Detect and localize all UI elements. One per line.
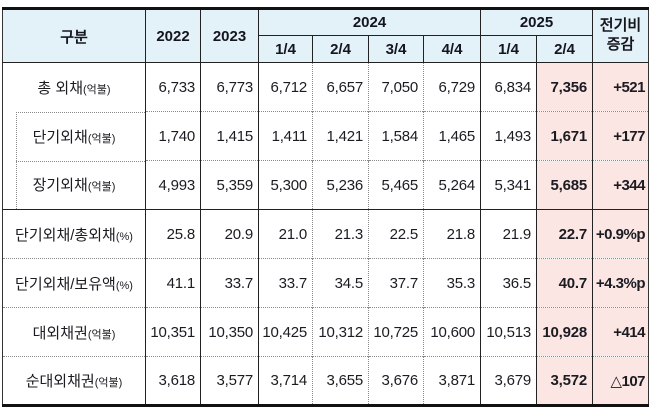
value-cell: 5,300 — [258, 160, 313, 210]
col-header-2025: 2025 — [480, 8, 593, 36]
value-cell: 10,725 — [368, 307, 424, 357]
value-cell: 3,676 — [368, 356, 424, 406]
col-header-2025-q2: 2/4 — [536, 35, 593, 63]
value-cell: 34.5 — [312, 258, 369, 308]
value-cell: 1,493 — [480, 111, 537, 161]
value-cell-latest: 7,356 — [536, 62, 593, 112]
value-cell: 5,264 — [423, 160, 481, 210]
header-row-2: 1/4 2/4 3/4 4/4 1/4 2/4 — [3, 35, 649, 63]
change-cell: +4.3%p — [592, 258, 649, 308]
table-row-short-term-debt: 단기외채(억불) 1,740 1,415 1,411 1,421 1,584 1… — [3, 111, 649, 161]
value-cell: 5,465 — [368, 160, 424, 210]
value-cell: 6,729 — [423, 62, 481, 112]
col-header-2022: 2022 — [145, 8, 201, 63]
value-cell: 21.0 — [258, 209, 313, 259]
value-cell: 41.1 — [145, 258, 201, 308]
table-row-net-external-credits: 순대외채권(억불) 3,618 3,577 3,714 3,655 3,676 … — [2, 356, 649, 406]
row-label-indented: 장기외채(억불) — [3, 160, 146, 210]
value-cell: 1,584 — [368, 111, 424, 161]
value-cell: 6,773 — [200, 62, 259, 112]
row-label: 순대외채권(억불) — [2, 356, 146, 406]
table-row-short-term-to-reserves-ratio: 단기외채/보유액(%) 41.1 33.7 33.7 34.5 37.7 35.… — [2, 258, 649, 308]
row-label: 단기외채/총외채(%) — [2, 209, 146, 259]
value-cell-latest: 22.7 — [536, 209, 593, 259]
value-cell-latest: 3,572 — [536, 356, 593, 406]
table-row-long-term-debt: 장기외채(억불) 4,993 5,359 5,300 5,236 5,465 5… — [3, 160, 649, 210]
value-cell: 10,350 — [200, 307, 259, 357]
value-cell: 3,871 — [423, 356, 481, 406]
table-row-total-external-debt: 총 외채(억불) 6,733 6,773 6,712 6,657 7,050 6… — [2, 62, 649, 112]
value-cell: 35.3 — [423, 258, 481, 308]
value-cell: 10,600 — [423, 307, 481, 357]
value-cell: 1,415 — [200, 111, 259, 161]
value-cell: 10,312 — [312, 307, 369, 357]
value-cell: 3,655 — [312, 356, 369, 406]
value-cell: 22.5 — [368, 209, 424, 259]
change-header-label: 전기비 증감 — [599, 17, 642, 53]
table-body: 총 외채(억불) 6,733 6,773 6,712 6,657 7,050 6… — [2, 62, 649, 406]
value-cell-latest: 1,671 — [536, 111, 593, 161]
value-cell: 33.7 — [200, 258, 259, 308]
change-cell: △107 — [592, 356, 649, 406]
change-cell: +0.9%p — [592, 209, 649, 259]
col-header-2024: 2024 — [258, 8, 481, 36]
value-cell: 21.3 — [312, 209, 369, 259]
col-header-2024-q2: 2/4 — [312, 35, 369, 63]
value-cell: 21.8 — [423, 209, 481, 259]
value-cell: 21.9 — [480, 209, 537, 259]
value-cell: 25.8 — [145, 209, 201, 259]
value-cell: 1,421 — [312, 111, 369, 161]
value-cell: 3,679 — [480, 356, 537, 406]
change-cell: +177 — [592, 111, 649, 161]
value-cell: 10,513 — [480, 307, 537, 357]
value-cell: 5,341 — [480, 160, 537, 210]
value-cell: 5,236 — [312, 160, 369, 210]
value-cell: 10,425 — [258, 307, 313, 357]
col-header-2025-q1: 1/4 — [480, 35, 537, 63]
value-cell: 6,834 — [480, 62, 537, 112]
table-row-short-term-to-total-ratio: 단기외채/총외채(%) 25.8 20.9 21.0 21.3 22.5 21.… — [2, 209, 649, 259]
change-cell: +344 — [592, 160, 649, 210]
value-cell: 10,351 — [145, 307, 201, 357]
table-row-external-credits: 대외채권(억불) 10,351 10,350 10,425 10,312 10,… — [2, 307, 649, 357]
value-cell: 20.9 — [200, 209, 259, 259]
value-cell-latest: 40.7 — [536, 258, 593, 308]
value-cell: 1,740 — [145, 111, 201, 161]
value-cell: 3,714 — [258, 356, 313, 406]
value-cell: 5,359 — [200, 160, 259, 210]
value-cell: 7,050 — [368, 62, 424, 112]
value-cell-latest: 10,928 — [536, 307, 593, 357]
row-label: 대외채권(억불) — [2, 307, 146, 357]
col-header-category: 구분 — [2, 8, 146, 63]
value-cell: 1,465 — [423, 111, 481, 161]
col-header-2024-q1: 1/4 — [258, 35, 313, 63]
table-header: 구분 2022 2023 2024 2025 전기비 증감 1/4 2/4 3/… — [2, 8, 649, 63]
header-row-1: 구분 2022 2023 2024 2025 전기비 증감 — [2, 8, 649, 63]
external-debt-table-wrap: 구분 2022 2023 2024 2025 전기비 증감 1/4 2/4 3/… — [2, 7, 649, 407]
row-label: 단기외채/보유액(%) — [2, 258, 146, 308]
col-header-change: 전기비 증감 — [592, 8, 649, 63]
value-cell: 4,993 — [145, 160, 201, 210]
value-cell: 6,712 — [258, 62, 313, 112]
col-header-2023: 2023 — [200, 8, 259, 63]
col-header-2024-q4: 4/4 — [423, 35, 481, 63]
external-debt-statistics-table: 구분 2022 2023 2024 2025 전기비 증감 1/4 2/4 3/… — [2, 7, 649, 407]
value-cell: 6,733 — [145, 62, 201, 112]
value-cell: 1,411 — [258, 111, 313, 161]
row-label-indented: 단기외채(억불) — [3, 111, 146, 161]
value-cell: 37.7 — [368, 258, 424, 308]
value-cell: 36.5 — [480, 258, 537, 308]
change-cell: +521 — [592, 62, 649, 112]
value-cell: 3,577 — [200, 356, 259, 406]
value-cell: 6,657 — [312, 62, 369, 112]
value-cell-latest: 5,685 — [536, 160, 593, 210]
col-header-2024-q3: 3/4 — [368, 35, 424, 63]
row-label: 총 외채(억불) — [2, 62, 146, 112]
change-cell: +414 — [592, 307, 649, 357]
value-cell: 33.7 — [258, 258, 313, 308]
value-cell: 3,618 — [145, 356, 201, 406]
